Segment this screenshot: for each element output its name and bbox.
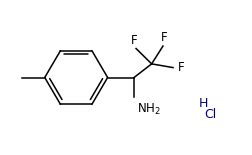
Text: F: F [160,31,167,44]
Text: NH$_2$: NH$_2$ [137,102,160,117]
Text: F: F [177,61,183,74]
Text: Cl: Cl [203,108,215,121]
Text: H: H [198,97,207,110]
Text: F: F [130,33,137,46]
